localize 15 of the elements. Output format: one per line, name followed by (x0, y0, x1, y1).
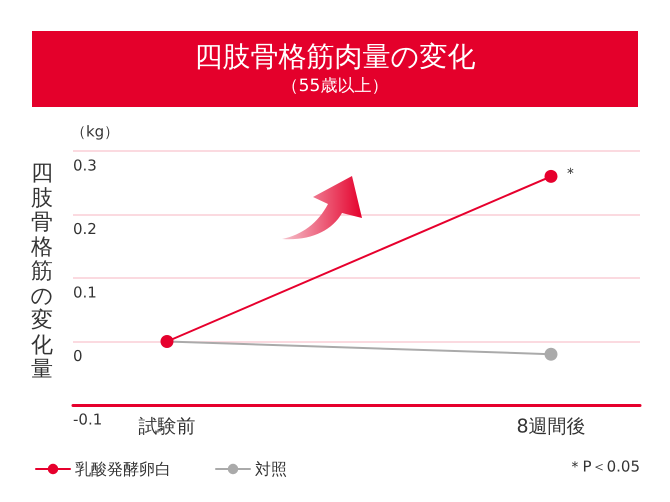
y-tick-label: 0.1 (73, 284, 97, 302)
annotation: ＊ (563, 164, 578, 182)
y-tick-label: 0 (73, 347, 83, 365)
legend-label: 対照 (255, 460, 287, 478)
text: （kg） (71, 122, 120, 140)
x-tick-label: 8週間後 (516, 416, 586, 438)
y-tick-label: 0.3 (73, 156, 97, 174)
text: 四肢骨格筋の変化量 (30, 161, 54, 382)
chart-subtitle: （55歳以上） (282, 75, 388, 98)
text: ＊P＜0.05 (568, 458, 640, 476)
y-tick-label: 0.2 (73, 220, 97, 238)
chart-title: 四肢骨格筋肉量の変化 (194, 40, 476, 74)
legend-label: 乳酸発酵卵白 (75, 460, 171, 478)
y-tick-label: -0.1 (73, 410, 102, 428)
x-tick-label: 試験前 (138, 416, 196, 438)
